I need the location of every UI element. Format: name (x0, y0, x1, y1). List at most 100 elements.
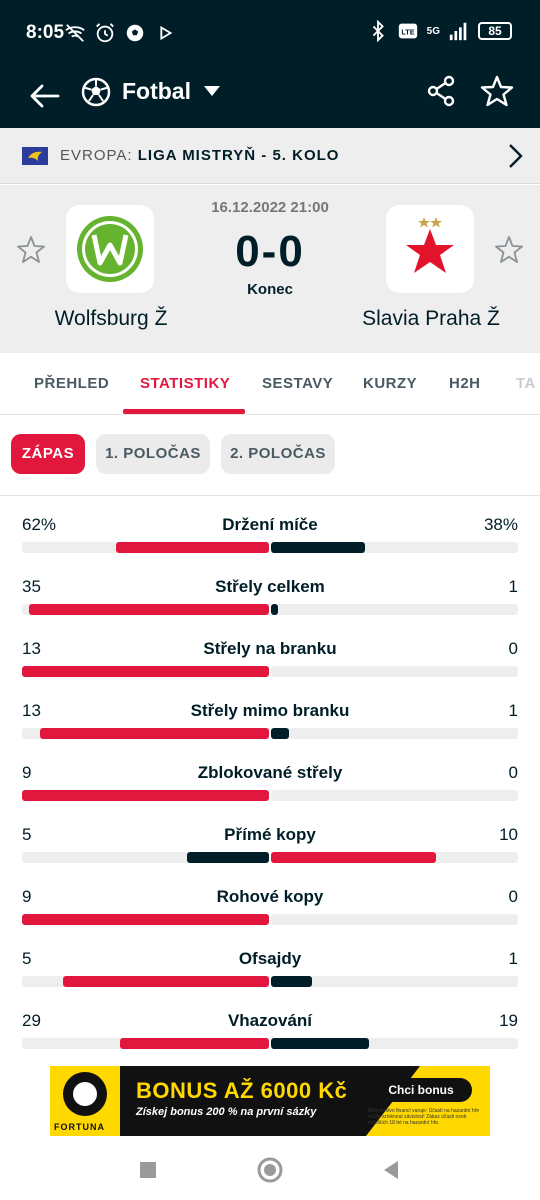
stat-home-bar (186, 852, 269, 863)
battery-icon: 85 (478, 22, 512, 40)
stat-away-bar-track (271, 790, 518, 801)
stat-away-bar-track (271, 542, 518, 553)
ad-cta-button[interactable]: Chci bonus (370, 1078, 472, 1102)
tab-sestavy[interactable]: SESTAVY (262, 375, 334, 392)
stat-row: 5 Přímé kopy 10 (0, 807, 540, 869)
tab-statistiky[interactable]: STATISTIKY (140, 375, 231, 392)
away-team-name[interactable]: Slavia Praha Ž (362, 307, 500, 330)
league-title: EVROPA: LIGA MISTRYŇ - 5. KOLO (60, 147, 339, 164)
stat-away-bar-track (271, 728, 518, 739)
chevron-right-icon[interactable] (504, 142, 526, 170)
stat-away-bar-track (271, 976, 518, 987)
tab-h2h[interactable]: H2H (449, 375, 481, 392)
stat-label: Rohové kopy (216, 887, 324, 906)
favorite-star-icon[interactable] (480, 74, 514, 108)
league-country: EVROPA: (60, 147, 133, 164)
league-bar[interactable]: EVROPA: LIGA MISTRYŇ - 5. KOLO (0, 128, 540, 184)
stat-home-value: 29 (22, 1011, 41, 1030)
stat-home-value: 13 (22, 639, 41, 658)
recents-square-icon[interactable] (134, 1156, 162, 1184)
stat-label: Držení míče (222, 515, 318, 534)
back-triangle-icon[interactable] (378, 1156, 406, 1184)
stat-home-value: 9 (22, 887, 32, 906)
fortuna-emblem-icon (63, 1072, 107, 1116)
status-time: 8:05 (26, 22, 65, 43)
football-icon (81, 77, 111, 107)
tab-kurzy[interactable]: KURZY (363, 375, 418, 392)
ad-dark-panel (120, 1066, 420, 1136)
stat-away-bar (271, 976, 313, 987)
alarm-icon (96, 23, 114, 43)
stat-label: Střely na branku (203, 639, 337, 658)
network-type: 5G (426, 25, 440, 37)
stat-away-bar-track (271, 852, 518, 863)
signal-icon (449, 22, 467, 41)
stat-home-bar-track (22, 914, 269, 925)
stat-away-value: 10 (499, 825, 518, 844)
ad-zh-badge: zh (338, 1106, 366, 1134)
ad-legal-text: Ministerstvo financí varuje: Účastí na h… (368, 1108, 480, 1126)
stat-home-value: 62% (22, 515, 57, 534)
stat-label: Přímé kopy (224, 825, 316, 844)
stat-row: 9 Rohové kopy 0 (0, 869, 540, 931)
fortuna-logo (50, 1066, 120, 1136)
stat-row: 13 Střely na branku 0 (0, 621, 540, 683)
tab-prehled[interactable]: PŘEHLED (34, 375, 110, 392)
period-selector: ZÁPAS 1. POLOČAS 2. POLOČAS (0, 416, 540, 496)
ad-banner[interactable]: FORTUNA BONUS AŽ 6000 Kč Získej bonus 20… (50, 1066, 490, 1136)
home-team-name[interactable]: Wolfsburg Ž (54, 307, 168, 330)
stat-away-bar-track (271, 604, 518, 615)
stat-home-bar (115, 542, 269, 553)
match-tabs: PŘEHLED STATISTIKY SESTAVY KURZY H2H TA (0, 353, 540, 415)
stats-list: 62% Držení míče 38% 35 Střely celkem 1 1… (0, 497, 540, 1057)
stat-home-bar-track (22, 542, 269, 553)
wolfsburg-logo-icon (77, 216, 143, 282)
home-team-logo[interactable] (66, 205, 154, 293)
back-arrow-icon[interactable] (26, 78, 62, 114)
status-bar: 8:05 LTE 5G 85 (0, 0, 540, 64)
stat-label: Vhazování (227, 1011, 313, 1030)
wifi-off-icon (65, 24, 85, 42)
stat-row: 29 Vhazování 19 (0, 993, 540, 1055)
football-icon (126, 24, 144, 42)
stat-away-value: 1 (508, 949, 518, 968)
stat-home-value: 9 (22, 763, 32, 782)
away-team-favorite-icon[interactable] (494, 235, 524, 265)
share-icon[interactable] (424, 74, 458, 108)
slavia-logo-icon (406, 217, 454, 273)
match-header: Wolfsburg Ž 16.12.2022 21:00 0-0 Konec S… (0, 185, 540, 353)
status-icons-left (64, 22, 176, 44)
stat-label: Střely celkem (215, 577, 325, 596)
stat-home-value: 5 (22, 825, 32, 844)
stat-away-value: 1 (508, 577, 518, 596)
tab-ta[interactable]: TA (516, 375, 536, 392)
stat-home-bar (39, 728, 269, 739)
stat-row: 5 Ofsajdy 1 (0, 931, 540, 993)
stat-home-bar-track (22, 790, 269, 801)
period-second-half-button[interactable]: 2. POLOČAS (221, 434, 335, 474)
stat-away-bar-track (271, 1038, 518, 1049)
ad-brand: FORTUNA (54, 1122, 105, 1132)
away-team-logo[interactable] (386, 205, 474, 293)
stat-home-bar-track (22, 852, 269, 863)
stat-away-bar (271, 852, 436, 863)
stat-home-bar-track (22, 1038, 269, 1049)
stat-away-bar (271, 542, 365, 553)
stat-label: Zblokované střely (197, 763, 343, 782)
stat-away-value: 19 (499, 1011, 518, 1030)
home-circle-icon[interactable] (256, 1156, 284, 1184)
stat-home-bar (63, 976, 269, 987)
period-first-half-button[interactable]: 1. POLOČAS (96, 434, 210, 474)
home-team-favorite-icon[interactable] (16, 235, 46, 265)
stat-home-value: 35 (22, 577, 41, 596)
stat-away-value: 0 (508, 639, 518, 658)
match-score: 0-0 (235, 227, 305, 276)
stat-away-bar (271, 1038, 369, 1049)
chevron-down-icon[interactable] (204, 86, 220, 98)
system-navigation-bar (0, 1140, 540, 1200)
period-zapas-button[interactable]: ZÁPAS (11, 434, 85, 474)
stat-home-bar (22, 790, 269, 801)
sport-selector-title[interactable]: Fotbal (122, 78, 191, 104)
stat-home-value: 13 (22, 701, 41, 720)
stat-away-bar (271, 728, 289, 739)
